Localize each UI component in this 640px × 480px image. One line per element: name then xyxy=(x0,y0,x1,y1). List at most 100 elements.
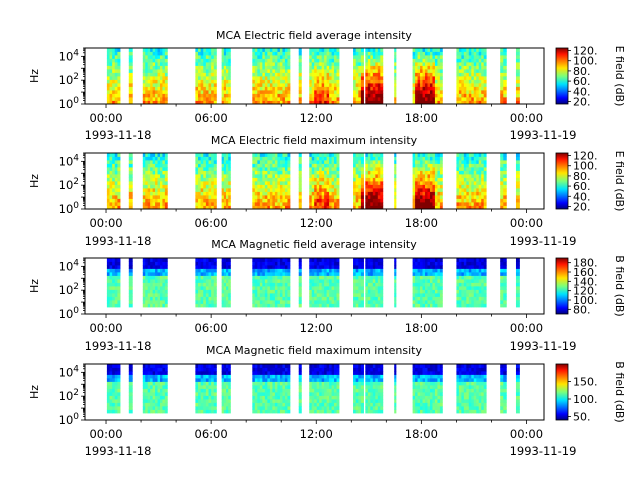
spectrogram-cell xyxy=(164,156,168,161)
spectrogram-cell xyxy=(412,191,416,196)
spectrogram-cell xyxy=(152,381,156,386)
spectrogram-cell xyxy=(259,184,263,189)
spectrogram-cell xyxy=(142,181,146,185)
spectrogram-cell xyxy=(434,160,438,164)
spectrogram-cell xyxy=(162,153,166,157)
spectrogram-cell xyxy=(314,51,318,56)
spectrogram-cell xyxy=(503,86,507,91)
spectrogram-cell xyxy=(257,65,261,70)
spectrogram-cell xyxy=(257,195,261,199)
panel-title: MCA Magnetic field average intensity xyxy=(211,238,417,251)
spectrogram-cell xyxy=(420,272,423,276)
spectrogram-cell xyxy=(425,160,428,164)
spectrogram-cell xyxy=(277,198,281,203)
spectrogram-cell xyxy=(152,406,156,410)
spectrogram-cell xyxy=(112,191,116,196)
spectrogram-cell xyxy=(394,55,397,59)
spectrogram-cell xyxy=(478,289,482,294)
spectrogram-cell xyxy=(159,374,163,379)
spectrogram-cell xyxy=(515,275,520,280)
spectrogram-cell xyxy=(211,399,215,403)
spectrogram-cell xyxy=(437,184,441,189)
spectrogram-cell xyxy=(157,177,161,182)
spectrogram-cell xyxy=(282,191,286,196)
spectrogram-cell xyxy=(432,90,436,94)
spectrogram-cell xyxy=(334,195,337,199)
spectrogram-cell xyxy=(267,202,271,206)
spectrogram-cell xyxy=(476,55,480,59)
spectrogram-cell xyxy=(155,51,158,56)
spectrogram-cell xyxy=(267,170,271,175)
spectrogram-cell xyxy=(468,153,472,157)
spectrogram-cell xyxy=(461,198,465,203)
spectrogram-cell xyxy=(370,48,374,52)
spectrogram-cell xyxy=(128,385,133,389)
spectrogram-cell xyxy=(145,385,149,389)
spectrogram-cell xyxy=(360,265,364,269)
spectrogram-cell xyxy=(112,55,116,59)
spectrogram-cell xyxy=(321,303,325,308)
spectrogram-cell xyxy=(478,205,482,210)
spectrogram-cell xyxy=(439,156,443,161)
spectrogram-cell xyxy=(429,167,433,171)
spectrogram-cell xyxy=(142,202,146,206)
spectrogram-cell xyxy=(159,184,163,189)
spectrogram-cell xyxy=(478,191,482,196)
spectrogram-cell xyxy=(112,160,116,164)
spectrogram-cell xyxy=(155,388,158,393)
spectrogram-cell xyxy=(358,86,362,91)
spectrogram-cell xyxy=(109,364,113,368)
spectrogram-cell xyxy=(106,195,110,199)
spectrogram-cell xyxy=(473,167,477,171)
spectrogram-cell xyxy=(481,55,485,59)
spectrogram-cell xyxy=(437,170,441,175)
spectrogram-cell xyxy=(456,191,460,196)
spectrogram-cell xyxy=(117,296,121,301)
spectrogram-cell xyxy=(319,195,323,199)
spectrogram-cell xyxy=(377,286,381,290)
spectrogram-cell xyxy=(287,198,291,203)
spectrogram-cell xyxy=(326,65,330,70)
spectrogram-cell xyxy=(252,160,256,164)
spectrogram-cell xyxy=(198,188,202,192)
spectrogram-cell xyxy=(353,303,357,308)
spectrogram-cell xyxy=(205,79,209,84)
spectrogram-cell xyxy=(208,51,212,56)
spectrogram-cell xyxy=(355,93,359,98)
spectrogram-cell xyxy=(311,83,315,87)
spectrogram-cell xyxy=(223,198,227,203)
spectrogram-cell xyxy=(319,79,323,84)
spectrogram-cell xyxy=(336,62,340,66)
spectrogram-cell xyxy=(319,272,323,276)
spectrogram-cell xyxy=(159,395,163,400)
spectrogram-cell xyxy=(128,191,133,196)
spectrogram-cell xyxy=(112,275,116,280)
colorbar-tick-label: 160. xyxy=(573,266,598,279)
spectrogram-cell xyxy=(252,272,256,276)
spectrogram-cell xyxy=(321,69,325,73)
spectrogram-cell xyxy=(272,195,276,199)
spectrogram-cell xyxy=(164,367,168,372)
spectrogram-cell xyxy=(314,195,318,199)
spectrogram-cell xyxy=(415,72,418,77)
spectrogram-cell xyxy=(157,72,161,77)
spectrogram-cell xyxy=(434,265,438,269)
spectrogram-cell xyxy=(422,265,426,269)
spectrogram-cell xyxy=(394,51,397,56)
spectrogram-cell xyxy=(331,258,335,262)
spectrogram-cell xyxy=(272,272,276,276)
spectrogram-cell xyxy=(481,286,485,290)
spectrogram-cell xyxy=(314,174,318,178)
spectrogram-cell xyxy=(106,399,110,403)
spectrogram-cell xyxy=(500,195,504,199)
spectrogram-cell xyxy=(200,409,204,414)
spectrogram-cell xyxy=(473,279,477,283)
spectrogram-cell xyxy=(311,86,315,91)
spectrogram-cell xyxy=(106,181,110,185)
spectrogram-cell xyxy=(117,293,121,297)
spectrogram-cell xyxy=(223,86,227,91)
spectrogram-cell xyxy=(152,58,156,63)
spectrogram-cell xyxy=(150,188,154,192)
spectrogram-cell xyxy=(353,177,357,182)
spectrogram-cell xyxy=(481,76,485,80)
